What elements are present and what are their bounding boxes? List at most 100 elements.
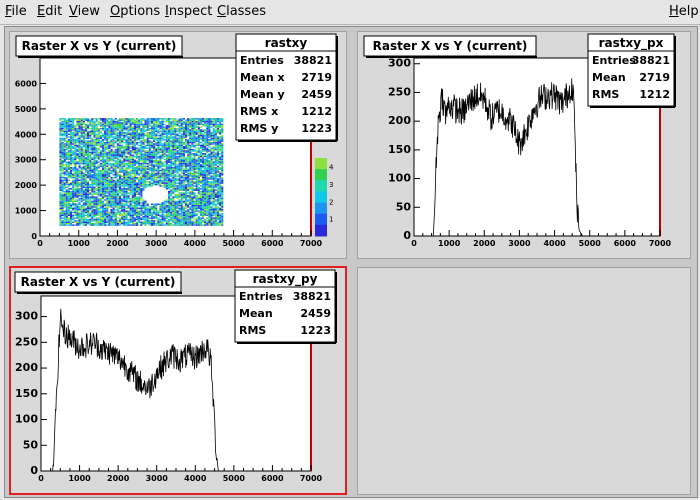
- heatmap-cell: [70, 174, 73, 176]
- menu-classes[interactable]: Classes: [217, 4, 266, 19]
- menu-help[interactable]: Help: [669, 4, 699, 19]
- heatmap-cell: [210, 185, 213, 187]
- heatmap-cell: [140, 144, 143, 147]
- heatmap-cell: [127, 132, 130, 134]
- heatmap-cell: [65, 204, 68, 207]
- heatmap-cell: [70, 172, 73, 175]
- heatmap-cell: [155, 127, 158, 130]
- heatmap-cell: [208, 120, 211, 123]
- heatmap-cell: [193, 174, 196, 176]
- heatmap-cell: [112, 176, 115, 179]
- heatmap-cell: [93, 160, 96, 162]
- menu-edit[interactable]: Edit: [37, 4, 62, 19]
- heatmap-cell: [148, 148, 151, 151]
- heatmap-cell: [97, 181, 100, 183]
- heatmap-cell: [199, 133, 202, 135]
- heatmap-cell: [191, 160, 194, 162]
- heatmap-cell: [159, 174, 162, 176]
- heatmap-cell: [172, 162, 175, 165]
- heatmap-cell: [202, 193, 205, 196]
- heatmap-cell: [121, 206, 124, 208]
- heatmap-cell: [59, 216, 62, 218]
- heatmap-cell: [163, 181, 166, 183]
- heatmap-cell: [180, 139, 183, 141]
- heatmap-cell: [214, 120, 217, 123]
- heatmap-cell: [110, 126, 113, 128]
- heatmap-cell: [142, 174, 145, 176]
- menu-file[interactable]: File: [5, 4, 27, 19]
- heatmap-cell: [91, 218, 94, 221]
- heatmap-cell: [123, 199, 126, 201]
- heatmap-cell: [133, 182, 136, 184]
- heatmap-cell: [214, 140, 217, 142]
- heatmap-cell: [163, 202, 166, 204]
- heatmap-cell: [61, 165, 64, 168]
- heatmap-cell: [138, 136, 141, 138]
- heatmap-cell: [131, 122, 134, 124]
- heatmap-cell: [80, 223, 83, 225]
- heatmap-cell: [65, 127, 68, 130]
- heatmap-cell: [67, 129, 70, 131]
- heatmap-cell: [153, 150, 156, 152]
- pad-top-left[interactable]: 1 2 3 4 0 1000 2000 3000 4000 5000 6000 7000 0 1000 20…: [9, 31, 347, 259]
- heatmap-cell: [185, 158, 188, 161]
- heatmap-cell: [116, 134, 119, 137]
- heatmap-cell: [76, 216, 79, 218]
- heatmap-cell: [131, 132, 134, 134]
- heatmap-cell: [138, 204, 141, 207]
- heatmap-cell: [80, 140, 83, 142]
- heatmap-cell: [214, 133, 217, 135]
- heatmap-cell: [204, 206, 207, 208]
- heatmap-cell: [93, 140, 96, 142]
- heatmap-cell: [199, 196, 202, 198]
- heatmap-cell: [174, 216, 177, 218]
- heatmap-cell: [129, 171, 132, 173]
- heatmap-cell: [67, 190, 70, 193]
- heatmap-cell: [82, 158, 85, 161]
- heatmap-cell: [87, 216, 90, 218]
- heatmap-cell: [155, 125, 158, 127]
- heatmap-cell: [142, 164, 145, 166]
- heatmap-cell: [72, 197, 75, 200]
- heatmap-cell: [114, 134, 117, 137]
- heatmap-cell: [187, 155, 190, 158]
- heatmap-cell: [187, 216, 190, 218]
- menu-inspect[interactable]: Inspect: [165, 4, 212, 19]
- heatmap-cell: [80, 185, 83, 187]
- heatmap-cell: [104, 141, 107, 144]
- heatmap-cell: [108, 223, 111, 225]
- heatmap-cell: [133, 136, 136, 138]
- heatmap-cell: [206, 119, 209, 121]
- heatmap-cell: [104, 144, 107, 147]
- heatmap-cell: [59, 217, 62, 219]
- heatmap-cell: [189, 221, 192, 223]
- heatmap-cell: [140, 211, 143, 214]
- heatmap-cell: [206, 178, 209, 180]
- heatmap-cell: [61, 223, 64, 225]
- heatmap-cell: [116, 162, 119, 165]
- heatmap-cell: [210, 118, 213, 120]
- heatmap-cell: [180, 168, 183, 170]
- heatmap-cell: [208, 130, 211, 133]
- heatmap-cell: [82, 186, 85, 189]
- heatmap-cell: [101, 143, 104, 145]
- heatmap-cell: [210, 182, 213, 184]
- heatmap-cell: [197, 133, 200, 135]
- heatmap-cell: [195, 203, 198, 205]
- heatmap-cell: [136, 221, 139, 223]
- heatmap-cell: [91, 153, 94, 155]
- heatmap-cell: [108, 172, 111, 175]
- heatmap-cell: [161, 125, 164, 127]
- heatmap-cell: [182, 151, 185, 154]
- heatmap-cell: [80, 153, 83, 155]
- heatmap-cell: [180, 158, 183, 161]
- heatmap-cell: [172, 221, 175, 223]
- heatmap-cell: [59, 127, 62, 130]
- heatmap-cell: [104, 209, 107, 211]
- heatmap-cell: [161, 154, 164, 156]
- heatmap-cell: [202, 217, 205, 219]
- menu-view[interactable]: View: [69, 4, 100, 19]
- menu-options[interactable]: Options: [110, 4, 160, 19]
- heatmap-cell: [97, 185, 100, 187]
- heatmap-cell: [199, 206, 202, 208]
